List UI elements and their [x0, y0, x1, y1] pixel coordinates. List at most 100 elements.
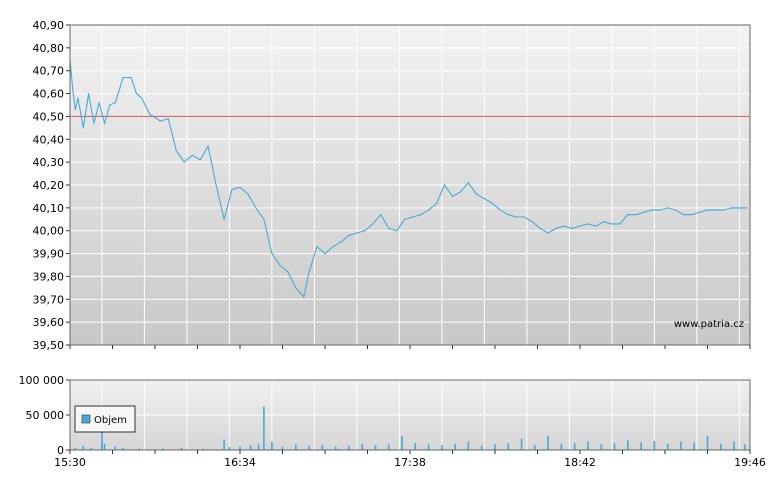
volume-bars	[74, 406, 746, 451]
price-point	[287, 271, 289, 273]
price-point	[730, 207, 733, 209]
price-point	[348, 234, 350, 236]
price-point	[114, 102, 116, 104]
price-y-tick-label: 40,30	[33, 156, 65, 169]
volume-bar	[249, 445, 252, 450]
volume-bar	[334, 446, 337, 450]
price-point	[619, 223, 621, 225]
volume-bar	[467, 441, 470, 450]
price-point	[587, 223, 589, 225]
price-point	[603, 221, 605, 223]
price-point	[295, 287, 297, 289]
volume-bar	[239, 446, 241, 450]
volume-y-tick-label: 0	[57, 444, 64, 457]
price-y-tick-label: 39,70	[33, 293, 65, 306]
price-y-tick-label: 40,40	[33, 133, 65, 146]
volume-bar	[202, 448, 204, 450]
volume-bar	[427, 444, 430, 450]
price-point	[523, 216, 525, 218]
price-point	[675, 209, 677, 211]
volume-bar	[138, 448, 140, 450]
price-point	[372, 223, 374, 225]
volume-y-tick-label: 100 000	[19, 374, 65, 387]
volume-bar	[387, 444, 390, 450]
volume-bar	[627, 440, 629, 450]
price-point	[239, 186, 241, 188]
price-grid	[70, 24, 750, 346]
time-x-axis: 15:30 16:34 17:38 18:42 19:46	[54, 345, 766, 469]
price-point	[135, 93, 137, 95]
price-point	[167, 118, 169, 120]
volume-bar	[613, 443, 616, 450]
volume-bar	[653, 440, 656, 450]
x-tick-label: 15:30	[54, 456, 86, 469]
volume-legend: Objem	[74, 405, 136, 433]
price-point	[388, 227, 390, 229]
price-point	[579, 225, 581, 227]
price-point	[404, 218, 406, 220]
price-point	[149, 113, 151, 115]
price-y-tick-label: 40,70	[33, 65, 65, 78]
volume-bar	[257, 444, 260, 450]
volume-bar	[587, 441, 589, 450]
volume-bar	[743, 444, 746, 450]
volume-y-axis: 100 000 50 000 0	[19, 374, 70, 457]
price-point	[547, 232, 549, 234]
volume-bar	[401, 436, 403, 450]
volume-bar	[122, 447, 124, 450]
volume-bar	[223, 439, 225, 450]
price-point	[611, 223, 613, 225]
price-point	[555, 227, 557, 229]
price-point	[93, 122, 95, 124]
price-point	[515, 216, 517, 218]
price-point	[571, 227, 573, 229]
price-point	[175, 150, 177, 152]
price-point	[141, 97, 143, 99]
legend-label: Objem	[94, 415, 127, 426]
volume-bar	[374, 445, 377, 450]
price-point	[255, 207, 257, 209]
volume-bar	[90, 447, 93, 450]
price-point	[332, 246, 334, 248]
price-point	[316, 246, 318, 248]
volume-bar	[101, 429, 103, 450]
price-y-tick-label: 39,80	[33, 270, 65, 283]
price-point	[420, 214, 422, 216]
price-points	[69, 58, 748, 298]
price-panel: 40,90 40,80 40,70 40,60 40,50 40,40 40,30 40,20…	[33, 19, 751, 352]
price-point	[199, 159, 201, 161]
price-point	[77, 97, 79, 99]
price-point	[539, 227, 541, 229]
price-point	[563, 225, 565, 227]
price-y-tick-label: 39,90	[33, 248, 65, 261]
price-y-tick-label: 40,80	[33, 42, 65, 55]
price-point	[667, 207, 669, 209]
price-point	[356, 232, 358, 234]
volume-bar	[295, 444, 297, 450]
volume-bar	[82, 445, 85, 450]
price-point	[380, 214, 382, 216]
volume-bar	[720, 443, 722, 450]
volume-bar	[693, 442, 695, 450]
price-point	[130, 77, 132, 79]
price-point	[122, 77, 124, 79]
price-point	[683, 214, 685, 216]
price-point	[635, 214, 637, 216]
price-point	[738, 207, 741, 209]
price-point	[627, 214, 629, 216]
price-point	[207, 145, 209, 147]
volume-y-tick-label: 50 000	[26, 409, 65, 422]
volume-bar	[103, 443, 106, 450]
price-point	[396, 230, 398, 232]
price-point	[82, 127, 84, 129]
price-point	[483, 198, 485, 200]
price-point	[595, 225, 597, 227]
price-point	[412, 216, 414, 218]
price-y-tick-label: 40,90	[33, 19, 65, 32]
price-point	[499, 209, 501, 211]
volume-bar	[271, 441, 273, 450]
price-point	[98, 102, 100, 104]
price-point	[436, 202, 438, 204]
price-point	[364, 230, 366, 232]
